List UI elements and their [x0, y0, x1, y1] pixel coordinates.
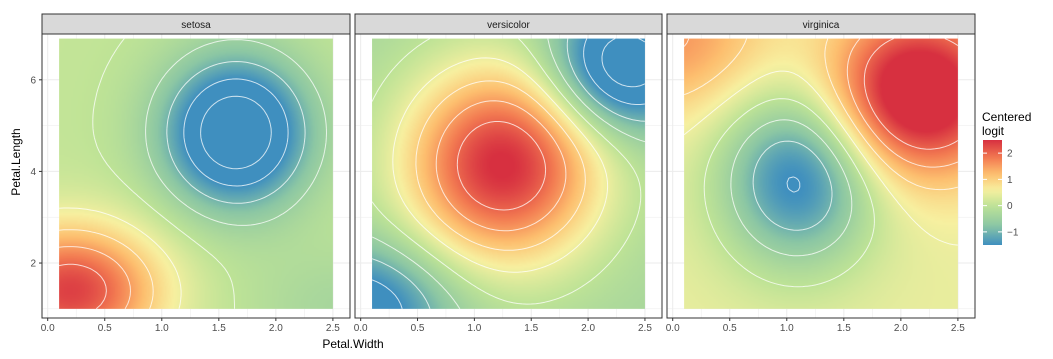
- x-tick-label: 0.0: [41, 323, 55, 334]
- contour-level: [59, 263, 107, 310]
- y-tick-label: 2: [30, 259, 36, 270]
- contour-lines: [683, 38, 959, 288]
- facet-strip-label: versicolor: [487, 20, 530, 31]
- legend-break-label: −1: [1007, 227, 1019, 238]
- panel-virginica: virginica: [666, 13, 976, 319]
- x-tick-label: 2.0: [269, 323, 283, 334]
- contour-level: [730, 119, 853, 257]
- contour-level: [183, 78, 289, 187]
- x-tick-label: 1.0: [780, 323, 794, 334]
- x-tick-label: 2.0: [581, 323, 595, 334]
- contour-level: [145, 39, 327, 226]
- y-axis-title: Petal.Length: [9, 128, 23, 195]
- x-tick-label: 1.0: [467, 323, 481, 334]
- contour-level: [435, 100, 567, 232]
- heatmap-raster: [684, 38, 958, 309]
- contour-level: [703, 98, 875, 288]
- x-tick-label: 0.0: [354, 323, 368, 334]
- x-tick-label: 1.0: [155, 323, 169, 334]
- x-tick-label: 0.5: [98, 323, 112, 334]
- contour-level: [683, 38, 958, 191]
- legend-title-line-2: logit: [982, 124, 1005, 138]
- panel-versicolor: versicolor: [354, 13, 663, 319]
- x-tick-label: 2.5: [326, 323, 340, 334]
- contour-level: [59, 229, 154, 309]
- x-tick-label: 1.5: [524, 323, 538, 334]
- contour-level: [786, 176, 801, 193]
- contour-lines: [59, 38, 327, 310]
- contour-level: [200, 95, 272, 170]
- y-tick-label: 6: [30, 75, 36, 86]
- contour-level: [166, 61, 306, 204]
- contour-level: [863, 38, 959, 150]
- panels-layer: setosa versicolor virginica: [41, 13, 976, 319]
- facet-strip-label: setosa: [181, 20, 211, 31]
- x-tick-label: 2.5: [638, 323, 652, 334]
- legend-break-label: 2: [1007, 149, 1013, 160]
- x-tick-label: 0.0: [666, 323, 680, 334]
- legend-break-label: 0: [1007, 201, 1013, 212]
- x-tick-label: 2.5: [951, 323, 965, 334]
- legend-title-line-1: Centered: [982, 110, 1031, 124]
- contour-level: [415, 80, 586, 251]
- contour-level: [683, 70, 958, 246]
- contour-lines: [371, 38, 646, 310]
- contour-level: [371, 38, 645, 309]
- contour-level: [59, 246, 131, 310]
- legend-colorbar: [983, 140, 1002, 245]
- x-tick-label: 1.5: [837, 323, 851, 334]
- contour-level: [752, 140, 833, 231]
- contour-level: [601, 38, 646, 88]
- x-tick-label: 0.5: [723, 323, 737, 334]
- heatmap-raster: [59, 38, 333, 309]
- contour-level: [392, 57, 609, 273]
- facet-strip: [354, 13, 663, 35]
- y-tick-label: 4: [30, 167, 36, 178]
- x-axis-title: Petal.Width: [322, 337, 383, 351]
- contour-level: [59, 207, 182, 309]
- contour-level: [683, 38, 959, 168]
- panel-setosa: setosa: [41, 13, 351, 319]
- contour-level: [92, 38, 235, 309]
- x-tick-label: 2.0: [894, 323, 908, 334]
- facet-strip: [666, 13, 976, 35]
- x-tick-label: 1.5: [212, 323, 226, 334]
- axes-layer: 0.0 0.5 1.0 1.5 2.0 2.5 2 4 6 0.0 0.5 1.0 1.5 2.0 2.5 0…: [30, 75, 965, 334]
- contour-level: [371, 38, 642, 305]
- x-tick-label: 0.5: [411, 323, 425, 334]
- legend-break-label: 1: [1007, 175, 1013, 186]
- facet-strip-label: virginica: [803, 20, 840, 31]
- facet-strip: [41, 13, 351, 35]
- contour-level: [456, 121, 547, 211]
- contour-level: [371, 38, 645, 309]
- contour-level: [371, 38, 646, 310]
- legend: Centered logit 2 1 0 −1: [982, 110, 1031, 245]
